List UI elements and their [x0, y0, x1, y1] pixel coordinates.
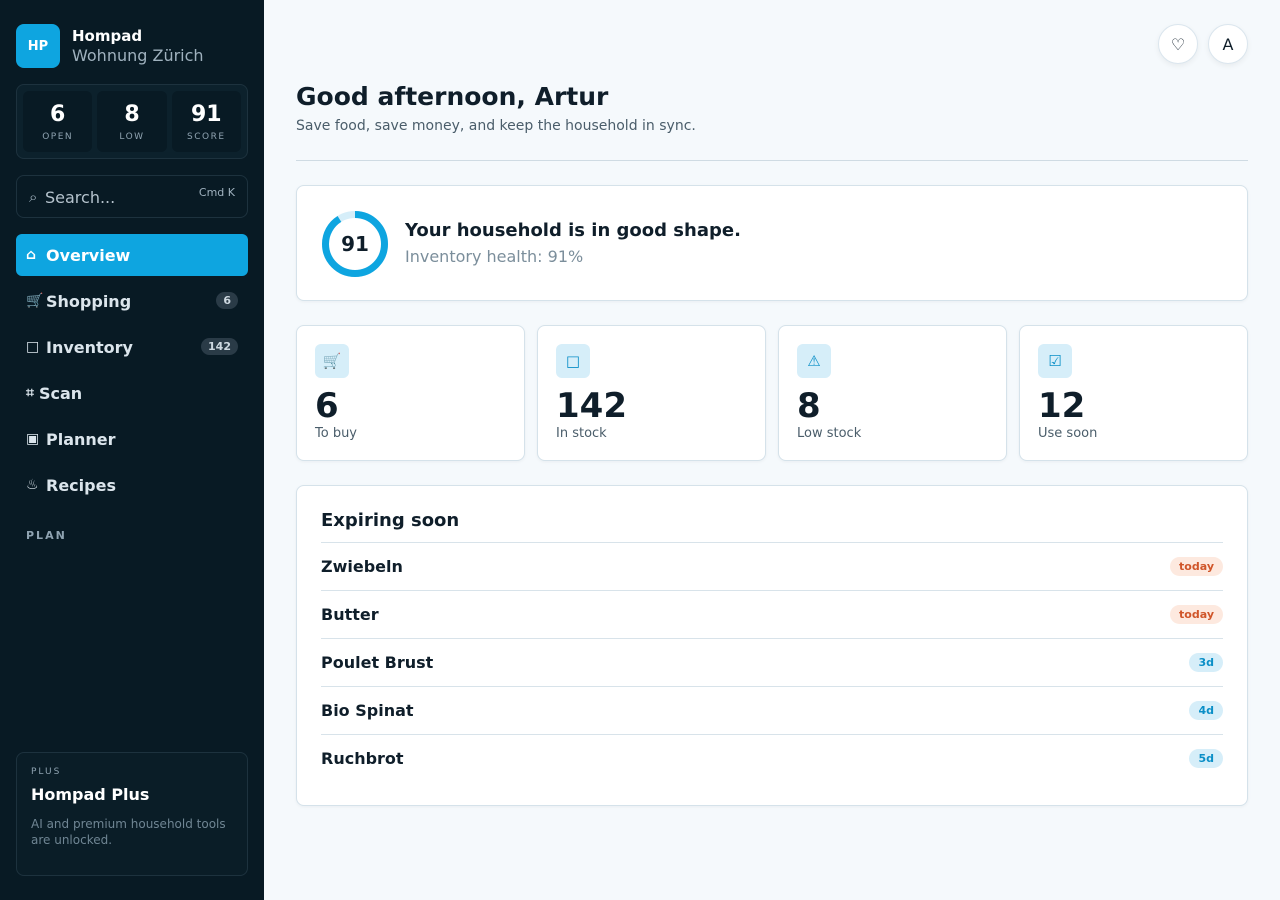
kpi-card-low-stock[interactable]: ⚠ 8 Low stock — [778, 325, 1007, 461]
list-item[interactable]: Butter today — [321, 590, 1223, 638]
stat-label: OPEN — [42, 131, 74, 142]
box-icon: □ — [556, 344, 590, 378]
plus-description: AI and premium household tools are unloc… — [31, 817, 226, 847]
list-item[interactable]: Zwiebeln today — [321, 542, 1223, 590]
kpi-card-to-buy[interactable]: 🛒 6 To buy — [296, 325, 525, 461]
plus-tag: PLUS — [31, 767, 62, 777]
search-icon: ⌕ — [29, 188, 38, 206]
plus-title: Hompad Plus — [31, 785, 150, 804]
count-badge: 142 — [201, 338, 238, 355]
stat-value: 6 — [50, 101, 66, 127]
warning-icon: ⚠ — [797, 344, 831, 378]
kpi-card-use-soon[interactable]: ☑ 12 Use soon — [1019, 325, 1248, 461]
box-icon: □ — [26, 339, 40, 355]
page-subtitle: Save food, save money, and keep the hous… — [296, 118, 696, 134]
sidebar-item-overview[interactable]: ⌂ Overview — [16, 234, 248, 276]
checkbox-icon: ☑ — [1038, 344, 1072, 378]
list-item[interactable]: Bio Spinat 4d — [321, 686, 1223, 734]
sidebar-item-label: Shopping — [46, 291, 132, 311]
kpi-label: Use soon — [1038, 426, 1098, 441]
sidebar-item-inventory[interactable]: □ Inventory 142 — [16, 326, 248, 368]
plus-card[interactable]: PLUS Hompad Plus AI and premium househol… — [16, 752, 248, 876]
expiry-badge: today — [1170, 557, 1223, 576]
cooking-icon: ♨ — [26, 477, 39, 493]
count-badge: 6 — [216, 292, 238, 309]
expiry-badge: 5d — [1189, 749, 1223, 768]
sidebar-item-label: Inventory — [46, 337, 133, 357]
brand[interactable]: HP Hompad Wohnung Zürich — [16, 24, 204, 68]
sidebar-item-scan[interactable]: ⌗ Scan — [16, 372, 248, 414]
kpi-label: To buy — [315, 426, 358, 441]
stat-value: 91 — [191, 101, 222, 127]
kpi-value: 142 — [556, 386, 627, 426]
list-item[interactable]: Ruchbrot 5d — [321, 734, 1223, 782]
health-card: 91 Your household is in good shape. Inve… — [296, 185, 1248, 301]
sidebar-nav: ⌂ Overview 🛒 Shopping 6 □ Inventory 142 … — [16, 234, 248, 510]
avatar-button[interactable]: A — [1208, 24, 1248, 64]
brand-logo: HP — [16, 24, 60, 68]
heart-icon: ♡ — [1170, 34, 1186, 54]
stat-score: 91 SCORE — [171, 91, 241, 152]
stat-label: LOW — [119, 131, 145, 142]
search-shortcut: Cmd K — [198, 186, 235, 199]
sidebar-item-label: Scan — [39, 383, 83, 403]
brand-name: Hompad — [72, 27, 143, 45]
item-name: Bio Spinat — [321, 701, 414, 720]
expiring-card: Expiring soon Zwiebeln today Butter toda… — [296, 485, 1248, 806]
kpi-label: In stock — [556, 426, 607, 441]
scan-icon: ⌗ — [26, 385, 34, 401]
stat-label: SCORE — [187, 131, 226, 142]
expiry-badge: 3d — [1189, 653, 1223, 672]
item-name: Poulet Brust — [321, 653, 434, 672]
page-title: Good afternoon, Artur — [296, 82, 609, 111]
brand-subtitle: Wohnung Zürich — [72, 46, 204, 65]
stat-value: 8 — [124, 101, 140, 127]
sidebar-item-planner[interactable]: ▣ Planner — [16, 418, 248, 460]
health-subtitle: Inventory health: 91% — [405, 247, 584, 266]
item-name: Zwiebeln — [321, 557, 403, 576]
sidebar-item-recipes[interactable]: ♨ Recipes — [16, 464, 248, 506]
expiry-badge: today — [1170, 605, 1223, 624]
sidebar-item-label: Recipes — [46, 475, 116, 495]
kpi-label: Low stock — [797, 426, 862, 441]
sidebar-item-shopping[interactable]: 🛒 Shopping 6 — [16, 280, 248, 322]
health-score: 91 — [341, 232, 369, 256]
kpi-value: 6 — [315, 386, 339, 426]
nav-section-label: PLAN — [26, 529, 67, 542]
stat-open: 6 OPEN — [23, 91, 93, 152]
sidebar: HP Hompad Wohnung Zürich 6 OPEN 8 LOW 91… — [0, 0, 264, 900]
expiring-title: Expiring soon — [321, 510, 460, 531]
search-input[interactable] — [45, 184, 205, 210]
sidebar-item-label: Overview — [46, 245, 131, 265]
stats-panel: 6 OPEN 8 LOW 91 SCORE — [16, 84, 248, 159]
kpi-value: 8 — [797, 386, 821, 426]
stat-low: 8 LOW — [97, 91, 167, 152]
expiring-list: Zwiebeln today Butter today Poulet Brust… — [321, 542, 1223, 782]
list-item[interactable]: Poulet Brust 3d — [321, 638, 1223, 686]
item-name: Butter — [321, 605, 379, 624]
health-ring — [322, 211, 388, 277]
favorites-button[interactable]: ♡ — [1158, 24, 1198, 64]
cart-icon: 🛒 — [26, 293, 44, 309]
search-box[interactable]: ⌕ Cmd K — [16, 175, 248, 218]
avatar: A — [1222, 34, 1234, 54]
home-icon: ⌂ — [26, 247, 37, 263]
item-name: Ruchbrot — [321, 749, 404, 768]
calendar-icon: ▣ — [26, 431, 40, 447]
sidebar-item-label: Planner — [46, 429, 116, 449]
divider — [296, 160, 1248, 161]
cart-icon: 🛒 — [315, 344, 349, 378]
kpi-card-in-stock[interactable]: □ 142 In stock — [537, 325, 766, 461]
kpi-value: 12 — [1038, 386, 1086, 426]
health-title: Your household is in good shape. — [405, 220, 741, 241]
expiry-badge: 4d — [1189, 701, 1223, 720]
